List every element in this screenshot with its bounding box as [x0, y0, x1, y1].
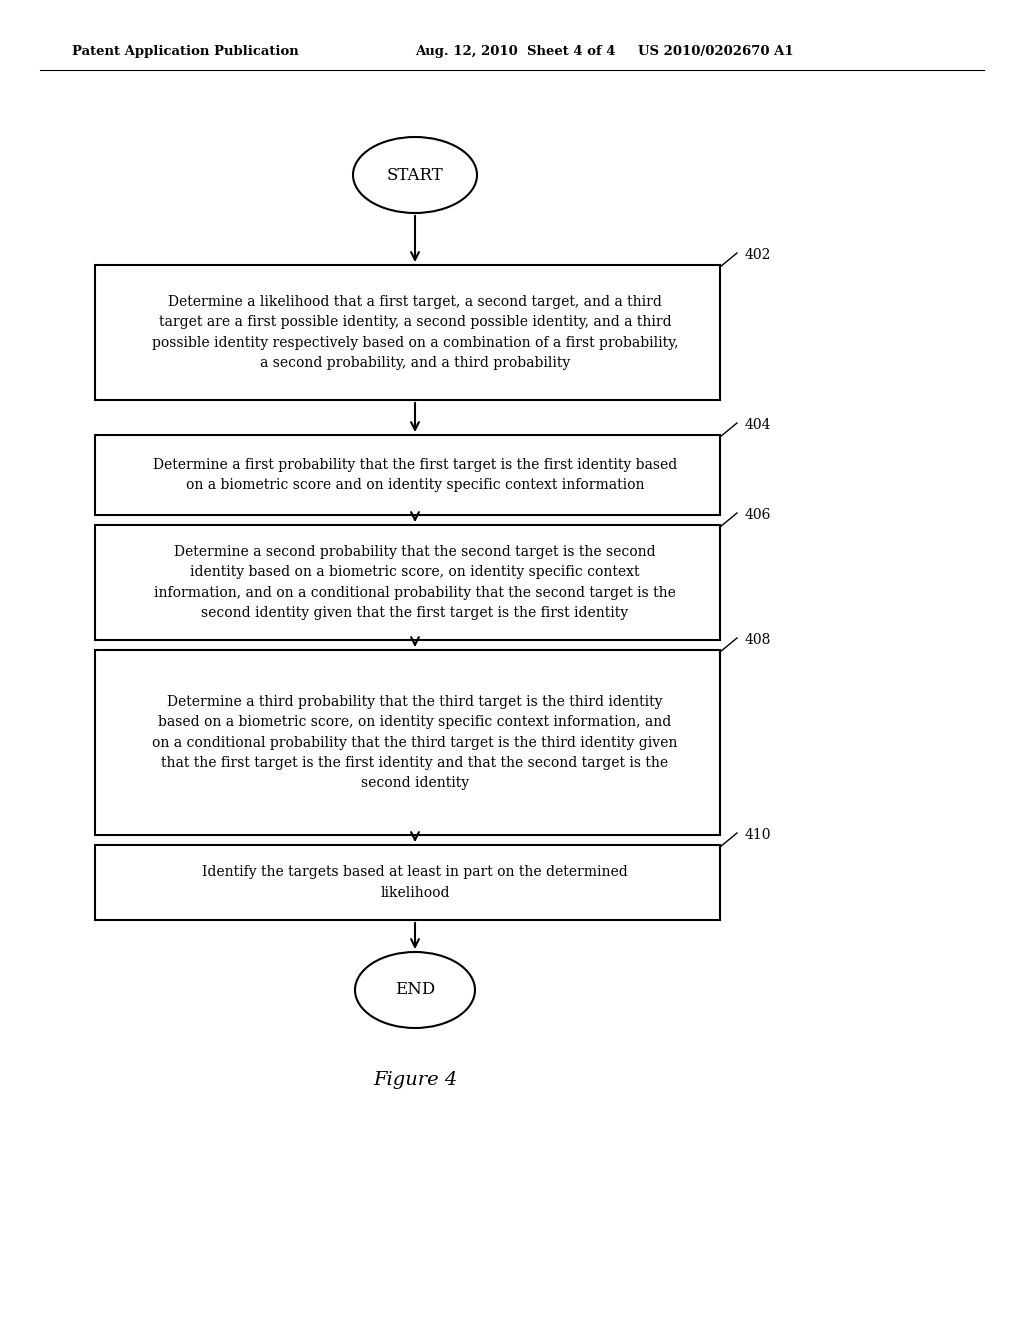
- Text: Patent Application Publication: Patent Application Publication: [72, 45, 299, 58]
- Text: 408: 408: [745, 634, 771, 647]
- Text: END: END: [395, 982, 435, 998]
- Text: Determine a first probability that the first target is the first identity based
: Determine a first probability that the f…: [153, 458, 677, 492]
- Text: Aug. 12, 2010  Sheet 4 of 4: Aug. 12, 2010 Sheet 4 of 4: [415, 45, 615, 58]
- Text: 402: 402: [745, 248, 771, 261]
- Bar: [95, 265, 720, 400]
- Ellipse shape: [355, 952, 475, 1028]
- Text: START: START: [387, 166, 443, 183]
- Ellipse shape: [353, 137, 477, 213]
- Text: Identify the targets based at least in part on the determined
likelihood: Identify the targets based at least in p…: [202, 866, 628, 899]
- Bar: [95, 845, 720, 920]
- Text: 404: 404: [745, 418, 771, 432]
- Text: Determine a third probability that the third target is the third identity
based : Determine a third probability that the t…: [153, 696, 678, 789]
- Bar: [95, 436, 720, 515]
- Text: 406: 406: [745, 508, 771, 521]
- Text: 410: 410: [745, 828, 771, 842]
- Text: Determine a second probability that the second target is the second
identity bas: Determine a second probability that the …: [154, 545, 676, 619]
- Bar: [95, 649, 720, 836]
- Text: Figure 4: Figure 4: [373, 1071, 457, 1089]
- Text: US 2010/0202670 A1: US 2010/0202670 A1: [638, 45, 794, 58]
- Text: Determine a likelihood that a first target, a second target, and a third
target : Determine a likelihood that a first targ…: [152, 296, 678, 370]
- Bar: [95, 525, 720, 640]
